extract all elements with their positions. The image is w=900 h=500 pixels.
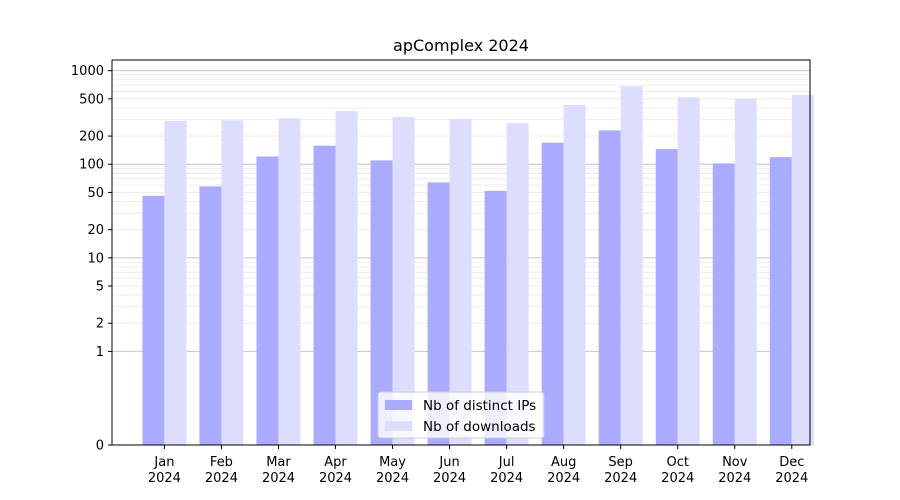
y-tick-label: 20: [87, 223, 104, 238]
y-tick-label: 1: [96, 345, 104, 360]
bar-downloads: [563, 104, 586, 445]
x-tick-label: Jul 2024: [490, 455, 523, 486]
bar-distinct-ips: [199, 186, 222, 445]
x-tick-label: Apr 2024: [319, 455, 352, 486]
legend: Nb of distinct IPs Nb of downloads: [377, 391, 545, 439]
bar-distinct-ips: [712, 163, 735, 445]
y-tick-label: 100: [79, 158, 104, 173]
legend-label: Nb of downloads: [423, 419, 536, 435]
legend-label: Nb of distinct IPs: [423, 398, 536, 414]
bar-downloads: [392, 116, 415, 446]
x-tick-label: Aug 2024: [547, 455, 580, 486]
bar-downloads: [734, 98, 757, 446]
x-tick-label: Jun 2024: [433, 455, 466, 486]
y-tick-label: 200: [79, 130, 104, 145]
x-tick-label: Dec 2024: [775, 455, 808, 486]
y-tick-label: 5: [96, 280, 104, 295]
chart-title: apComplex 2024: [393, 36, 529, 55]
y-tick-label: 10: [87, 251, 104, 266]
x-axis: Jan 2024 Feb 2024 Mar 2024 Apr 2024 May 2024 Jun 20…: [148, 445, 808, 486]
bars: [142, 86, 814, 446]
x-tick-label: Sep 2024: [604, 455, 637, 486]
x-tick-label: May 2024: [376, 455, 409, 486]
bar-downloads: [335, 111, 358, 445]
bar-distinct-ips: [655, 149, 678, 445]
bar-downloads: [506, 123, 529, 446]
bar-downloads: [278, 118, 301, 445]
bar-distinct-ips: [769, 157, 792, 445]
y-tick-label: 500: [79, 92, 104, 107]
y-tick-label: 2: [96, 317, 104, 332]
x-tick-label: Jan 2024: [148, 455, 181, 486]
bar-downloads: [677, 97, 700, 445]
x-tick-label: Mar 2024: [262, 455, 295, 486]
bar-distinct-ips: [313, 145, 336, 445]
bar-distinct-ips: [256, 156, 279, 446]
y-tick-label: 1000: [71, 64, 104, 79]
legend-swatch: [385, 421, 412, 431]
legend-box: [377, 391, 545, 439]
y-tick-label: 50: [87, 186, 104, 201]
bar-distinct-ips: [427, 182, 450, 445]
bar-downloads: [620, 86, 643, 446]
bar-distinct-ips: [541, 142, 564, 445]
x-tick-label: Nov 2024: [718, 455, 751, 486]
y-axis: 0 1 2 5 10 20 50 100 200 500 1000: [71, 64, 112, 454]
bar-downloads: [449, 118, 472, 445]
x-tick-label: Oct 2024: [661, 455, 694, 486]
bar-distinct-ips: [370, 160, 393, 445]
bar-distinct-ips: [598, 130, 621, 446]
y-tick-label: 0: [96, 439, 104, 454]
bar-downloads: [164, 120, 187, 445]
bar-distinct-ips: [142, 195, 165, 445]
x-tick-label: Feb 2024: [205, 455, 238, 486]
bar-downloads: [221, 120, 244, 445]
axes-frame: [111, 59, 811, 446]
bar-distinct-ips: [484, 190, 507, 445]
bar-downloads: [791, 94, 814, 445]
legend-swatch: [385, 400, 412, 410]
